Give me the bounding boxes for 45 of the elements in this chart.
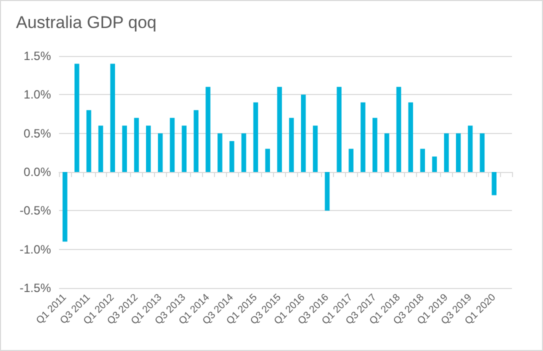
bar bbox=[492, 172, 497, 196]
bar bbox=[336, 86, 342, 172]
bar bbox=[456, 133, 461, 172]
bar bbox=[158, 133, 163, 172]
bar bbox=[289, 118, 294, 172]
bar bbox=[134, 118, 139, 172]
bar bbox=[324, 172, 330, 211]
y-tick-label: 1.5% bbox=[24, 49, 52, 63]
bar bbox=[408, 102, 414, 172]
bar bbox=[312, 126, 318, 172]
y-tick-label: 1.0% bbox=[24, 88, 52, 102]
bar bbox=[62, 172, 68, 242]
bar bbox=[206, 86, 210, 172]
bar bbox=[372, 118, 378, 172]
bar bbox=[360, 102, 366, 172]
bar bbox=[468, 126, 473, 172]
bar bbox=[146, 126, 151, 172]
y-tick-label: -0.5% bbox=[20, 204, 52, 218]
bar bbox=[218, 133, 222, 172]
bar bbox=[229, 141, 234, 172]
bar bbox=[420, 148, 425, 172]
bar bbox=[480, 133, 485, 172]
bar bbox=[98, 126, 104, 172]
bar bbox=[253, 102, 258, 172]
bar bbox=[277, 86, 282, 172]
bar bbox=[432, 156, 437, 172]
y-tick-label: 0.0% bbox=[24, 165, 52, 179]
bar bbox=[182, 126, 187, 172]
bar bbox=[170, 118, 175, 172]
y-tick-label: 0.5% bbox=[24, 126, 52, 140]
bar bbox=[74, 64, 80, 172]
y-tick-label: -1.0% bbox=[20, 242, 52, 256]
bar bbox=[348, 148, 354, 172]
bar bbox=[396, 86, 402, 172]
bar bbox=[110, 64, 116, 172]
bar bbox=[300, 94, 306, 172]
bar bbox=[265, 148, 270, 172]
bar bbox=[194, 110, 198, 172]
bar bbox=[122, 126, 127, 172]
bar bbox=[444, 133, 449, 172]
bar bbox=[241, 133, 246, 172]
chart-title: Australia GDP qoq bbox=[16, 13, 156, 32]
bar bbox=[384, 133, 390, 172]
bar bbox=[86, 110, 92, 172]
y-tick-label: -1.5% bbox=[20, 281, 52, 295]
